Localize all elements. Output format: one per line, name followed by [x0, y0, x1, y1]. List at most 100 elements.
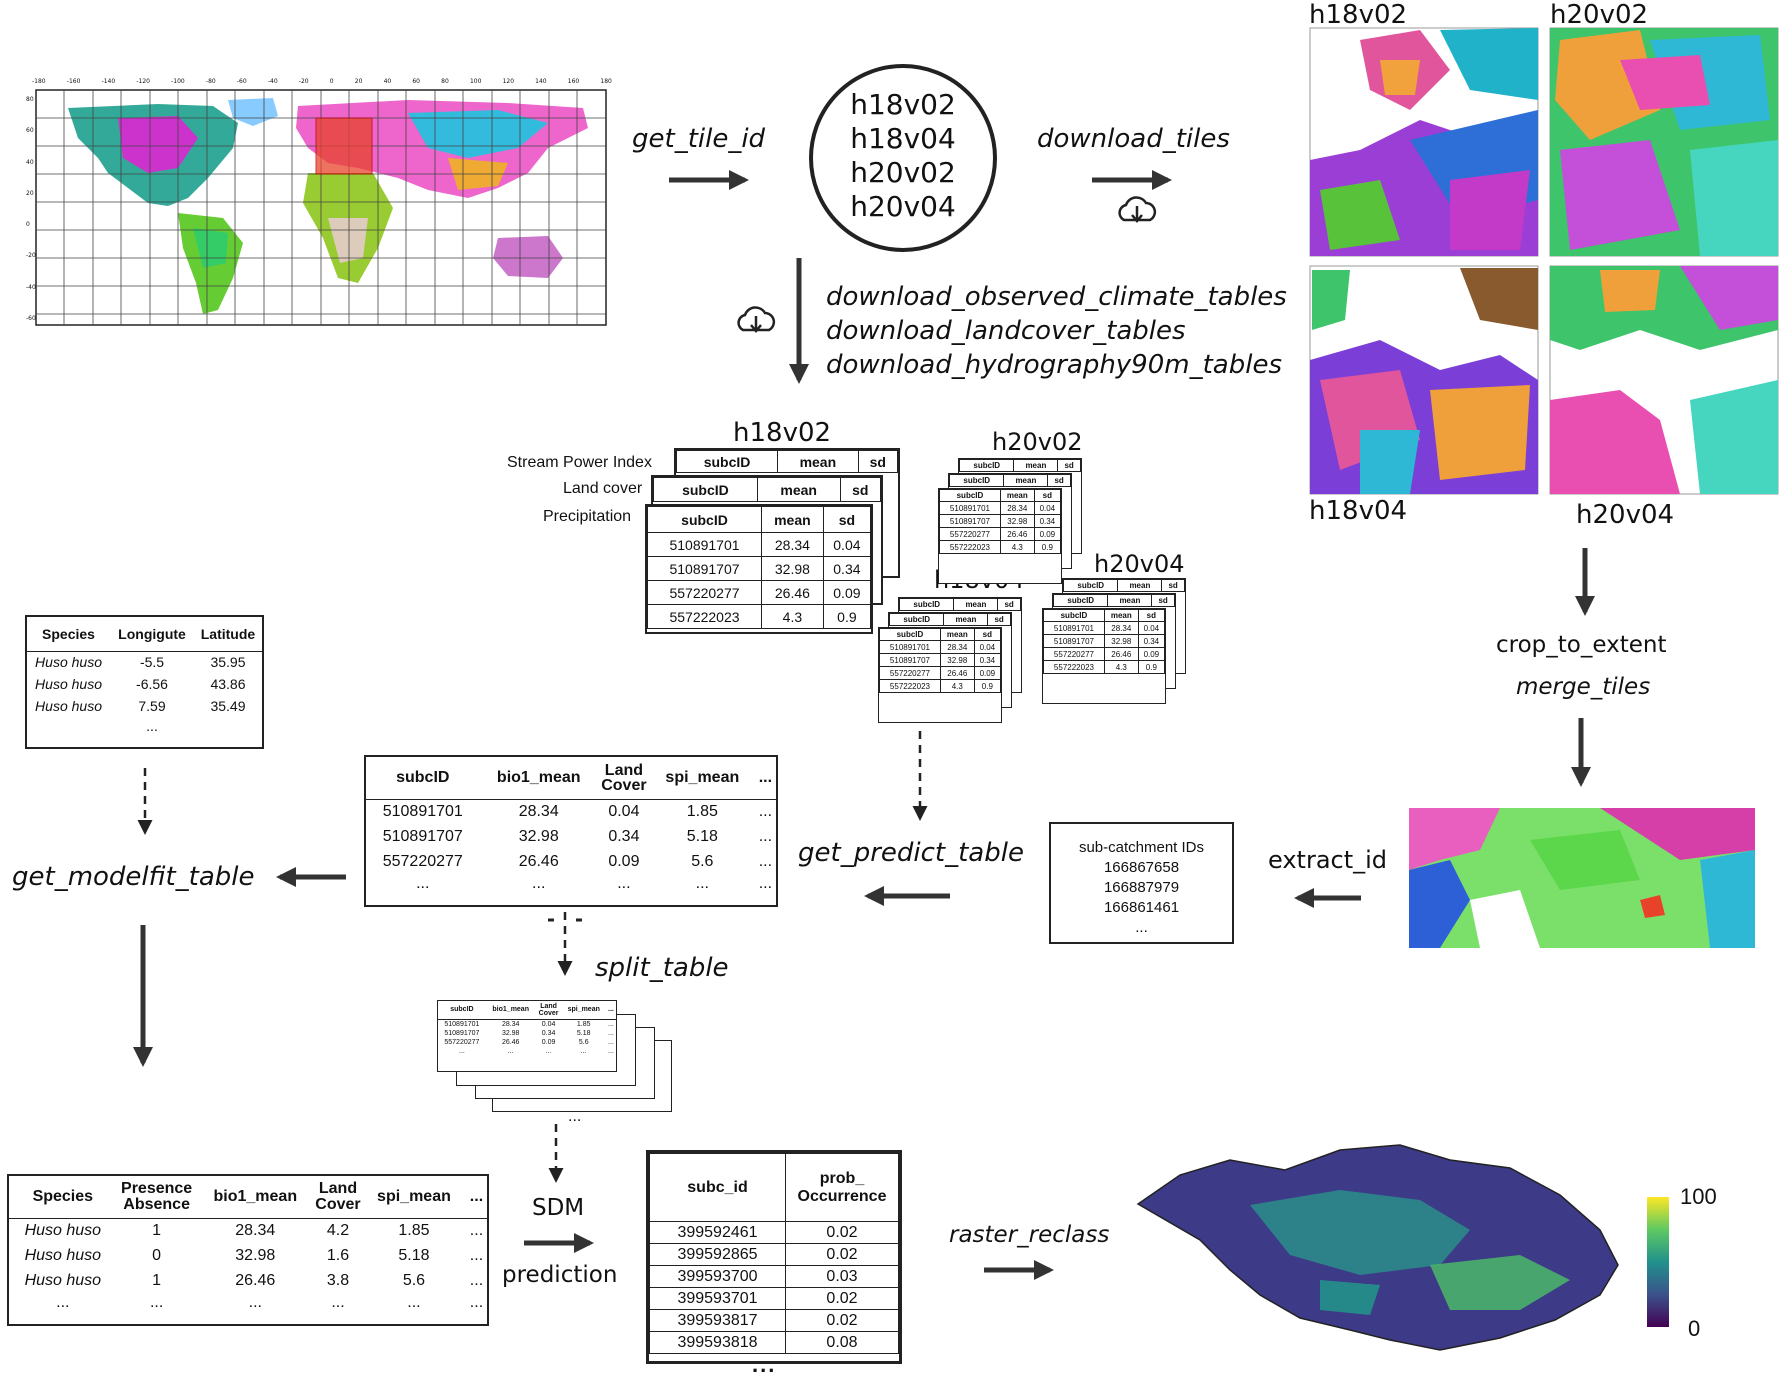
- table-cell: 557220277: [444, 1038, 480, 1046]
- lon-tick: 60: [412, 78, 420, 85]
- table-cell: Huso huso: [35, 654, 102, 671]
- table-cell: 1.85: [686, 802, 718, 820]
- table-cell: 399593818: [649, 1331, 786, 1354]
- table-cell: ...: [507, 1047, 514, 1055]
- table-cell: 28.34: [501, 1020, 520, 1028]
- lon-tick: 140: [535, 78, 547, 85]
- col-header: subcID: [1062, 579, 1119, 592]
- lat-tick: 40: [26, 158, 34, 166]
- legend-min: 0: [1688, 1316, 1701, 1341]
- table-cell: 0.09: [822, 580, 872, 605]
- prediction-map-highlight: [1430, 1255, 1570, 1310]
- step-extract-id: extract_id: [1268, 846, 1388, 874]
- col-header: mean: [756, 477, 841, 502]
- lat-ticks: 80 60 40 20 0 -20 -40 -60: [26, 96, 36, 322]
- col-header: Species: [9, 1176, 117, 1219]
- table-cell: 0.04: [608, 802, 640, 820]
- table-cell: 7.59: [138, 698, 166, 714]
- table-cell: 0: [152, 1246, 162, 1264]
- table-cell: 32.98: [501, 1029, 520, 1037]
- small-tiles-title-h20v04: h20v04: [1094, 550, 1185, 578]
- table-cell: 510891701: [646, 532, 763, 557]
- table-cell: 43.86: [210, 676, 246, 692]
- table-cell: Huso huso: [35, 698, 102, 714]
- world-tile-map: -180 -160 -140 -120 -100 -80 -60 -40 -20 0 20 40 60 8…: [26, 78, 614, 330]
- table-cell: -6.56: [136, 676, 168, 692]
- step-crop-to-extent: crop_to_extent: [1496, 632, 1667, 658]
- table-cell: Huso huso: [24, 1246, 102, 1264]
- col-header: sd: [1047, 474, 1071, 487]
- lon-tick: -100: [171, 78, 185, 85]
- table-cell: ...: [617, 875, 631, 892]
- table-cell: 4.2: [326, 1221, 350, 1239]
- step-download-tables: download_observed_climate_tables downloa…: [826, 280, 1287, 382]
- table-cell: ...: [758, 802, 773, 820]
- table-cell: 0.09: [608, 852, 640, 870]
- col-header: spi_mean: [361, 1176, 466, 1219]
- tile-id: h20v02: [850, 156, 956, 189]
- predict-table: subcID bio1_mean Land Cover spi_mean ...…: [364, 755, 778, 907]
- col-header: ...: [465, 1176, 487, 1219]
- col-header: Longigute: [110, 617, 194, 652]
- table-cell: ...: [331, 1294, 345, 1311]
- table-cell: ...: [149, 1294, 164, 1311]
- table-cell: 0.9: [1033, 540, 1062, 554]
- table-cell: 557222023: [646, 604, 763, 629]
- subcatchment-id: 166861461: [1103, 899, 1180, 916]
- prediction-map-highlight: [1250, 1190, 1470, 1275]
- table-cell: ...: [458, 1047, 465, 1055]
- small-tiles-title-h20v02: h20v02: [992, 428, 1083, 456]
- table-ellipsis: ...: [146, 718, 158, 734]
- table-cell: Huso huso: [24, 1271, 102, 1289]
- color-legend-bar: [1647, 1197, 1669, 1327]
- table-cell: 0.04: [541, 1020, 556, 1028]
- table-cell: 510891707: [382, 827, 463, 845]
- table-cell: ...: [56, 1294, 70, 1311]
- col-header: sd: [1161, 579, 1185, 592]
- occurrence-table: subc_id prob_ Occurrence 399592461 0.02 39…: [646, 1150, 902, 1364]
- table-cell: ...: [545, 1047, 552, 1055]
- tile-label-h18v02: h18v02: [1309, 0, 1408, 30]
- table-cell: 0.09: [1033, 527, 1062, 541]
- africa-detail: [328, 218, 368, 263]
- step-raster-reclass: raster_reclass: [949, 1222, 1110, 1248]
- modelfit-table: Species Presence Absence bio1_mean Land …: [7, 1174, 489, 1326]
- table-cell: ...: [758, 875, 773, 892]
- subcatchment-id: 166867658: [1103, 859, 1180, 876]
- step-get-modelfit-table: get_modelfit_table: [12, 862, 255, 892]
- col-header: sd: [1057, 459, 1081, 472]
- table-cell: -5.5: [139, 654, 165, 671]
- table-cell: 0.09: [541, 1038, 556, 1046]
- col-header: mean: [1003, 474, 1049, 487]
- subcatchment-id-box: sub-catchment IDs 166867658 166887979 16…: [1049, 822, 1234, 944]
- table-cell: ...: [248, 1294, 262, 1311]
- tile-label-h20v04: h20v04: [1576, 500, 1675, 530]
- table-cell: 1.85: [398, 1221, 430, 1239]
- lon-tick: 160: [567, 78, 580, 85]
- small-tile-table: subcID mean sd 510891701 28.34 0.04 510891707 3…: [878, 627, 1002, 723]
- col-header: subcID: [948, 474, 1005, 487]
- col-header: subcID: [366, 757, 480, 800]
- table-cell: ...: [608, 1020, 614, 1028]
- tile-id: h18v04: [850, 122, 956, 155]
- table-cell: 399593817: [649, 1309, 786, 1332]
- table-cell: ...: [608, 1029, 614, 1037]
- download-tables-line: download_hydrography90m_tables: [826, 350, 1282, 380]
- lon-tick: 0: [329, 78, 334, 85]
- table-cell: ...: [695, 875, 709, 892]
- lon-tick: 180: [600, 78, 612, 85]
- subcatchment-id: 166887979: [1103, 879, 1180, 896]
- tile-image-h18v04: [1309, 265, 1539, 495]
- step-sdm: SDM: [532, 1195, 585, 1221]
- subcatchment-title: sub-catchment IDs: [1078, 839, 1205, 856]
- table-cell: 0.34: [608, 827, 640, 845]
- col-header: Land Cover: [535, 1001, 562, 1020]
- col-header: Species: [27, 617, 111, 652]
- table-cell: ...: [532, 875, 546, 892]
- table-cell: ...: [469, 1246, 484, 1264]
- row-label-landcover: Land cover: [563, 480, 643, 497]
- table-cell: 1: [152, 1271, 162, 1289]
- table-cell: 32.98: [518, 827, 559, 845]
- table-cell: 0.02: [785, 1243, 899, 1266]
